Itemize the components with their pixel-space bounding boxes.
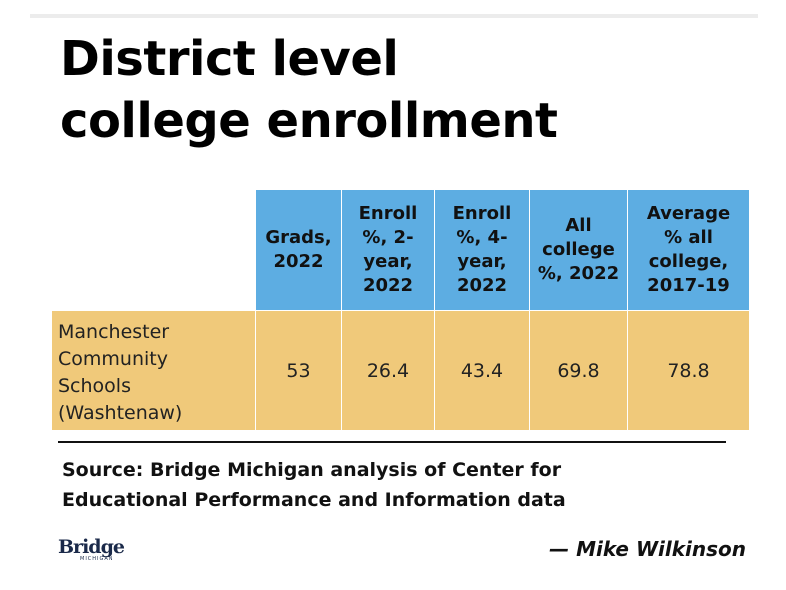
header-text: college: [542, 239, 615, 260]
row-label-line: (Washtenaw): [58, 402, 183, 424]
top-divider: [30, 14, 758, 18]
header-text: %, 2-: [362, 227, 414, 248]
cell-enroll-4yr: 43.4: [434, 311, 529, 430]
page-title: District level college enrollment: [60, 28, 760, 152]
logo-subtext: MICHIGAN: [80, 556, 114, 562]
row-label-line: Community: [58, 348, 168, 370]
header-text: college,: [648, 251, 729, 272]
header-text: Average: [646, 203, 731, 224]
header-text: year,: [457, 251, 507, 272]
cell-average: 78.8: [627, 311, 749, 430]
header-text: Enroll: [358, 203, 418, 224]
row-label: Manchester Community Schools (Washtenaw): [52, 311, 255, 430]
cell-grads: 53: [255, 311, 341, 430]
header-grads: Grads, 2022: [255, 190, 341, 310]
bridge-logo: Bridge MICHIGAN: [58, 536, 126, 566]
title-line-1: District level: [60, 31, 399, 87]
header-text: 2017-19: [647, 275, 730, 296]
row-label-line: Manchester: [58, 321, 170, 343]
source-line-1: Source: Bridge Michigan analysis of Cent…: [62, 459, 562, 481]
header-text: %, 2022: [537, 263, 620, 284]
row-label-line: Schools: [58, 375, 131, 397]
header-text: All: [565, 215, 592, 236]
header-average: Average % all college, 2017-19: [627, 190, 749, 310]
header-all-college: All college %, 2022: [529, 190, 627, 310]
header-text: year,: [363, 251, 413, 272]
logo-text: Bridge: [58, 536, 125, 558]
source-divider: [58, 441, 726, 443]
byline: — Mike Wilkinson: [549, 537, 746, 561]
header-text: 2022: [456, 275, 508, 296]
source-line-2: Educational Performance and Information …: [62, 489, 566, 511]
cell-enroll-2yr: 26.4: [341, 311, 434, 430]
title-line-2: college enrollment: [60, 93, 558, 149]
header-text: 2022: [362, 275, 414, 296]
cell-all-college: 69.8: [529, 311, 627, 430]
header-text: % all: [664, 227, 713, 248]
header-text: 2022: [273, 251, 324, 272]
header-enroll-2yr: Enroll %, 2- year, 2022: [341, 190, 434, 310]
source-note: Source: Bridge Michigan analysis of Cent…: [62, 455, 742, 515]
header-text: Grads,: [265, 227, 332, 248]
header-text: Enroll: [452, 203, 512, 224]
enrollment-table: Grads, 2022 Enroll %, 2- year, 2022 Enro…: [52, 190, 749, 430]
header-text: %, 4-: [456, 227, 508, 248]
header-enroll-4yr: Enroll %, 4- year, 2022: [434, 190, 529, 310]
